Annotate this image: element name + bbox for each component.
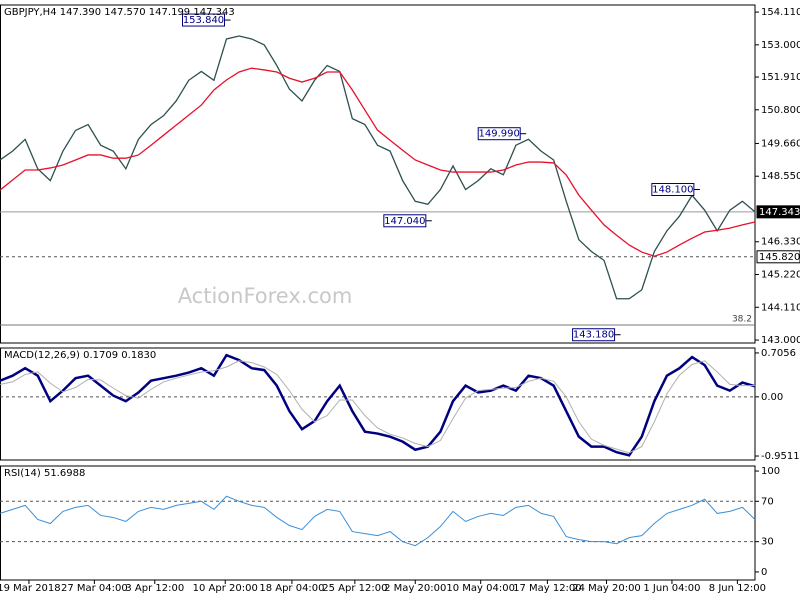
x-tick-label: 19 Mar 2018: [0, 583, 61, 594]
annotation-box: [572, 328, 616, 342]
panel-title: RSI(14) 51.6988: [4, 468, 85, 479]
annotation-label: 148.100: [652, 184, 693, 195]
panel-title: MACD(12,26,9) 0.1709 0.1830: [4, 350, 156, 361]
y-tick-label: 151.910: [761, 72, 800, 83]
annotation-label: 147.040: [384, 216, 425, 227]
x-tick-label: 27 Mar 04:00: [61, 583, 128, 594]
series-line: [0, 35, 756, 300]
y-tick-label: 153.000: [761, 40, 800, 51]
series-line: [0, 360, 755, 454]
series-line: [0, 67, 756, 257]
y-tick-label: -0.9511: [761, 451, 800, 462]
annotation-box: [651, 182, 695, 196]
y-tick-label: 148.550: [761, 171, 800, 182]
annotation-box: [182, 13, 225, 27]
annotation-box: [477, 127, 521, 141]
x-tick-label: 17 May 12:00: [513, 583, 582, 594]
x-tick-label: 10 May 04:00: [446, 583, 515, 594]
x-tick-label: 10 Apr 20:00: [193, 583, 258, 594]
level-label-box: [756, 250, 800, 264]
x-tick-label: 2 May 20:00: [384, 583, 446, 594]
x-tick-label: 8 Jun 12:00: [709, 583, 766, 594]
y-tick-label: 144.110: [761, 302, 800, 313]
y-tick-label: 143.000: [761, 335, 800, 346]
x-tick-label: 18 Apr 04:00: [259, 583, 324, 594]
level-label-box: [756, 205, 800, 219]
y-tick-label: 0.00: [761, 392, 783, 403]
panel-frame: [0, 4, 756, 344]
annotation-box: [383, 214, 427, 228]
annotation-label: 153.840: [183, 15, 224, 26]
panel-title: GBPJPY,H4 147.390 147.570 147.199 147.34…: [4, 7, 235, 18]
series-line: [0, 495, 756, 547]
annotation-label: 149.990: [479, 129, 520, 140]
x-tick-label: 24 May 20:00: [572, 583, 641, 594]
y-tick-label: 150.800: [761, 105, 800, 116]
watermark: ActionForex.com: [178, 284, 353, 308]
y-tick-label: 0.7056: [761, 348, 796, 359]
level-label: 145.820: [759, 252, 800, 263]
level-label: 147.343: [759, 207, 800, 218]
y-tick-label: 100: [761, 466, 780, 477]
y-tick-label: 30: [761, 537, 774, 548]
y-tick-label: 145.220: [761, 270, 800, 281]
y-tick-label: 154.110: [761, 7, 800, 18]
x-tick-label: 3 Apr 12:00: [125, 583, 184, 594]
panel-frame: [0, 347, 756, 461]
y-tick-label: 70: [761, 496, 774, 507]
x-tick-label: 25 Apr 12:00: [322, 583, 387, 594]
fib-label: 38.2: [732, 314, 752, 324]
x-tick-label: 1 Jun 04:00: [643, 583, 700, 594]
series-line: [0, 353, 756, 457]
y-tick-label: 0: [761, 567, 767, 578]
panel-frame: [0, 465, 756, 581]
y-tick-label: 149.660: [761, 138, 800, 149]
y-tick-label: 146.330: [761, 237, 800, 248]
annotation-label: 143.180: [573, 330, 614, 341]
